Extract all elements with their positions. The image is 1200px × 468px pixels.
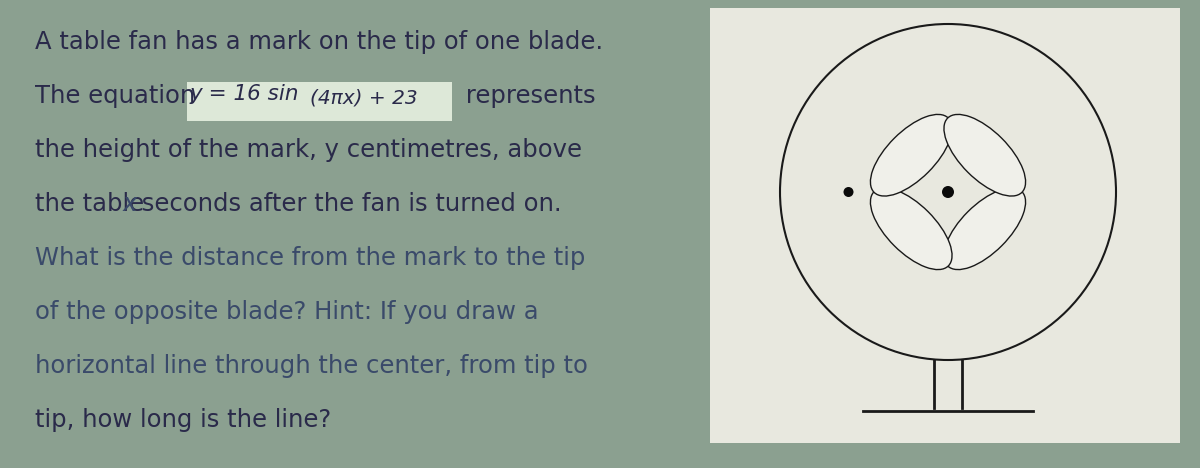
Text: the table: the table	[35, 192, 152, 216]
Text: (4πx) + 23: (4πx) + 23	[310, 88, 418, 107]
Text: represents: represents	[458, 84, 595, 108]
Text: What is the distance from the mark to the tip: What is the distance from the mark to th…	[35, 246, 586, 270]
Ellipse shape	[870, 114, 952, 196]
Text: A table fan has a mark on the tip of one blade.: A table fan has a mark on the tip of one…	[35, 30, 604, 54]
Text: y = 16 sin: y = 16 sin	[190, 84, 300, 104]
Bar	[710, 8, 1180, 443]
Text: The equation: The equation	[35, 84, 203, 108]
Ellipse shape	[944, 188, 1026, 270]
Text: x: x	[124, 192, 137, 216]
Ellipse shape	[870, 188, 952, 270]
Circle shape	[844, 187, 853, 197]
Text: the height of the mark, y centimetres, above: the height of the mark, y centimetres, a…	[35, 138, 582, 162]
Text: horizontal line through the center, from tip to: horizontal line through the center, from…	[35, 354, 588, 378]
Text: of the opposite blade? Hint: If you draw a: of the opposite blade? Hint: If you draw…	[35, 300, 539, 324]
Text: tip, how long is the line?: tip, how long is the line?	[35, 408, 331, 432]
Circle shape	[942, 186, 954, 198]
FancyBboxPatch shape	[187, 82, 452, 121]
Text: seconds after the fan is turned on.: seconds after the fan is turned on.	[134, 192, 562, 216]
Ellipse shape	[944, 114, 1026, 196]
